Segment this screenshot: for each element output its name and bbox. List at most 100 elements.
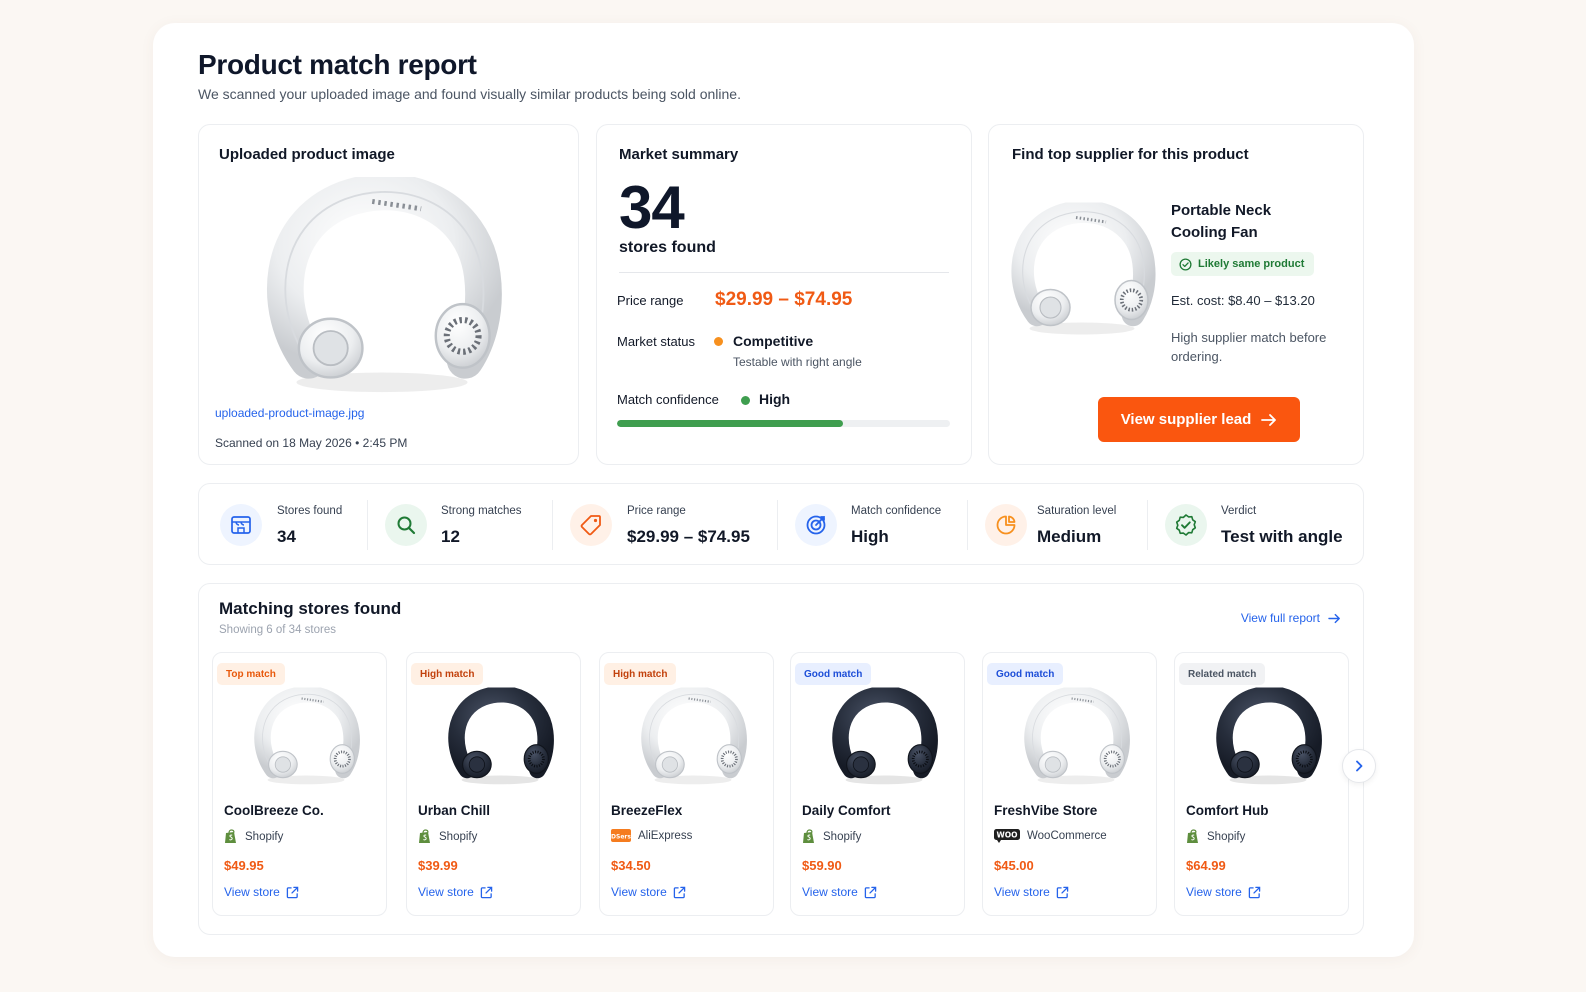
panel-title: Uploaded product image: [219, 146, 395, 163]
view-supplier-lead-button[interactable]: View supplier lead: [1098, 397, 1300, 442]
store-card[interactable]: Good match Daily Comfort Shopify $59.90 …: [790, 652, 965, 916]
store-icon: [220, 504, 262, 546]
stores-found-label: stores found: [619, 239, 716, 256]
store-price: $64.99: [1186, 858, 1226, 873]
search-icon: [385, 504, 427, 546]
divider: [552, 500, 553, 550]
store-product-image: [445, 683, 555, 791]
stat-label: Price range: [627, 505, 686, 517]
arrow-right-icon: [1261, 413, 1277, 426]
stat-value: Test with angle: [1221, 527, 1343, 546]
panel-title: Market summary: [619, 146, 739, 163]
arrow-right-icon: [1328, 613, 1340, 623]
store-card[interactable]: High match Urban Chill Shopify $39.99 Vi…: [406, 652, 581, 916]
match-badge: Good match: [795, 663, 872, 685]
button-label: View supplier lead: [1120, 411, 1252, 428]
view-store-link[interactable]: View store: [994, 885, 1069, 899]
panel-title: Matching stores found: [219, 599, 402, 618]
store-platform: DSers AliExpress: [611, 829, 692, 842]
page-title: Product match report: [198, 49, 477, 80]
platform-label: WooCommerce: [1027, 830, 1107, 842]
store-platform: Shopify: [418, 829, 477, 844]
platform-label: Shopify: [1207, 830, 1246, 843]
view-store-link[interactable]: View store: [802, 885, 877, 899]
store-price: $39.99: [418, 858, 458, 873]
stores-found-count: 34: [619, 174, 685, 241]
store-product-image: [1213, 683, 1323, 791]
stat-value: 34: [277, 527, 296, 546]
link-label: View store: [224, 885, 280, 899]
view-full-report-link[interactable]: View full report: [1241, 611, 1341, 625]
match-confidence-dot: [741, 396, 750, 405]
match-confidence-label: Match confidence: [617, 392, 719, 407]
platform-label: Shopify: [823, 830, 862, 843]
target-icon: [795, 504, 837, 546]
external-link-icon: [864, 886, 877, 899]
view-store-link[interactable]: View store: [418, 885, 493, 899]
badge-label: Likely same product: [1198, 258, 1305, 270]
store-platform: Shopify: [802, 829, 861, 844]
platform-label: Shopify: [245, 830, 284, 843]
platform-label: Shopify: [439, 830, 478, 843]
view-store-link[interactable]: View store: [611, 885, 686, 899]
view-store-link[interactable]: View store: [224, 885, 299, 899]
match-confidence-bar-fill: [617, 420, 844, 427]
divider: [777, 500, 778, 550]
match-badge: High match: [411, 663, 484, 685]
aliexpress-icon: DSers: [611, 829, 631, 842]
supplier-note: High supplier match before ordering.: [1171, 330, 1327, 364]
store-platform: Shopify: [224, 829, 283, 844]
store-card[interactable]: Top match CoolBreeze Co. Shopify $49.95 …: [212, 652, 387, 916]
panel-title: Find top supplier for this product: [1012, 146, 1249, 163]
market-summary-panel: Market summary 34 stores found Price ran…: [596, 124, 972, 465]
stat-label: Match confidence: [851, 505, 942, 517]
stats-strip: Stores found 34 Strong matches 12 Price …: [198, 483, 1364, 565]
stat-value: High: [851, 527, 889, 546]
external-link-icon: [673, 886, 686, 899]
woocommerce-icon: WOO: [994, 829, 1020, 843]
store-platform: WOO WooCommerce: [994, 829, 1107, 843]
likely-same-product-badge: Likely same product: [1171, 252, 1315, 276]
divider: [967, 500, 968, 550]
store-card[interactable]: High match BreezeFlex DSers AliExpress $…: [599, 652, 774, 916]
market-status-value: Competitive: [733, 333, 814, 349]
view-store-link[interactable]: View store: [1186, 885, 1261, 899]
supplier-product-image: [1007, 195, 1157, 345]
next-stores-button[interactable]: [1342, 749, 1376, 783]
divider: [1147, 500, 1148, 550]
store-product-image: [638, 683, 748, 791]
uploaded-product-image[interactable]: [257, 177, 507, 397]
store-platform: Shopify: [1186, 829, 1245, 844]
store-card[interactable]: Related match Comfort Hub Shopify $64.99…: [1174, 652, 1349, 916]
match-badge: High match: [604, 663, 677, 685]
store-card[interactable]: Good match FreshVibe Store WOO WooCommer…: [982, 652, 1157, 916]
stat-value: Medium: [1037, 527, 1102, 546]
external-link-icon: [286, 886, 299, 899]
stat-label: Verdict: [1221, 505, 1257, 517]
match-badge: Top match: [217, 663, 285, 685]
uploaded-image-filename-link[interactable]: uploaded-product-image.jpg: [215, 406, 365, 420]
uploaded-image-panel: Uploaded product image uploaded-product-…: [198, 124, 579, 465]
market-status-dot: [714, 337, 723, 346]
matching-stores-panel: Matching stores found Showing 6 of 34 st…: [198, 583, 1376, 935]
store-price: $34.50: [611, 858, 651, 873]
store-name: Daily Comfort: [802, 803, 891, 818]
pie-chart-icon: [985, 504, 1027, 546]
match-badge: Good match: [987, 663, 1064, 685]
stat-label: Stores found: [277, 505, 343, 517]
store-name: FreshVibe Store: [994, 803, 1098, 818]
link-label: View full report: [1240, 611, 1320, 625]
price-range-label: Price range: [617, 293, 684, 308]
store-price: $49.95: [224, 858, 264, 873]
divider: [367, 500, 368, 550]
report-card: Product match report We scanned your upl…: [153, 23, 1414, 957]
store-name: CoolBreeze Co.: [224, 803, 324, 818]
match-badge: Related match: [1179, 663, 1266, 685]
stat-label: Saturation level: [1037, 505, 1117, 517]
supplier-panel: Find top supplier for this product Porta…: [988, 124, 1364, 465]
store-product-image: [829, 683, 939, 791]
shopify-icon: [802, 829, 816, 844]
shopify-icon: [418, 829, 432, 844]
store-product-image: [251, 683, 361, 791]
stat-value: 12: [441, 527, 460, 546]
